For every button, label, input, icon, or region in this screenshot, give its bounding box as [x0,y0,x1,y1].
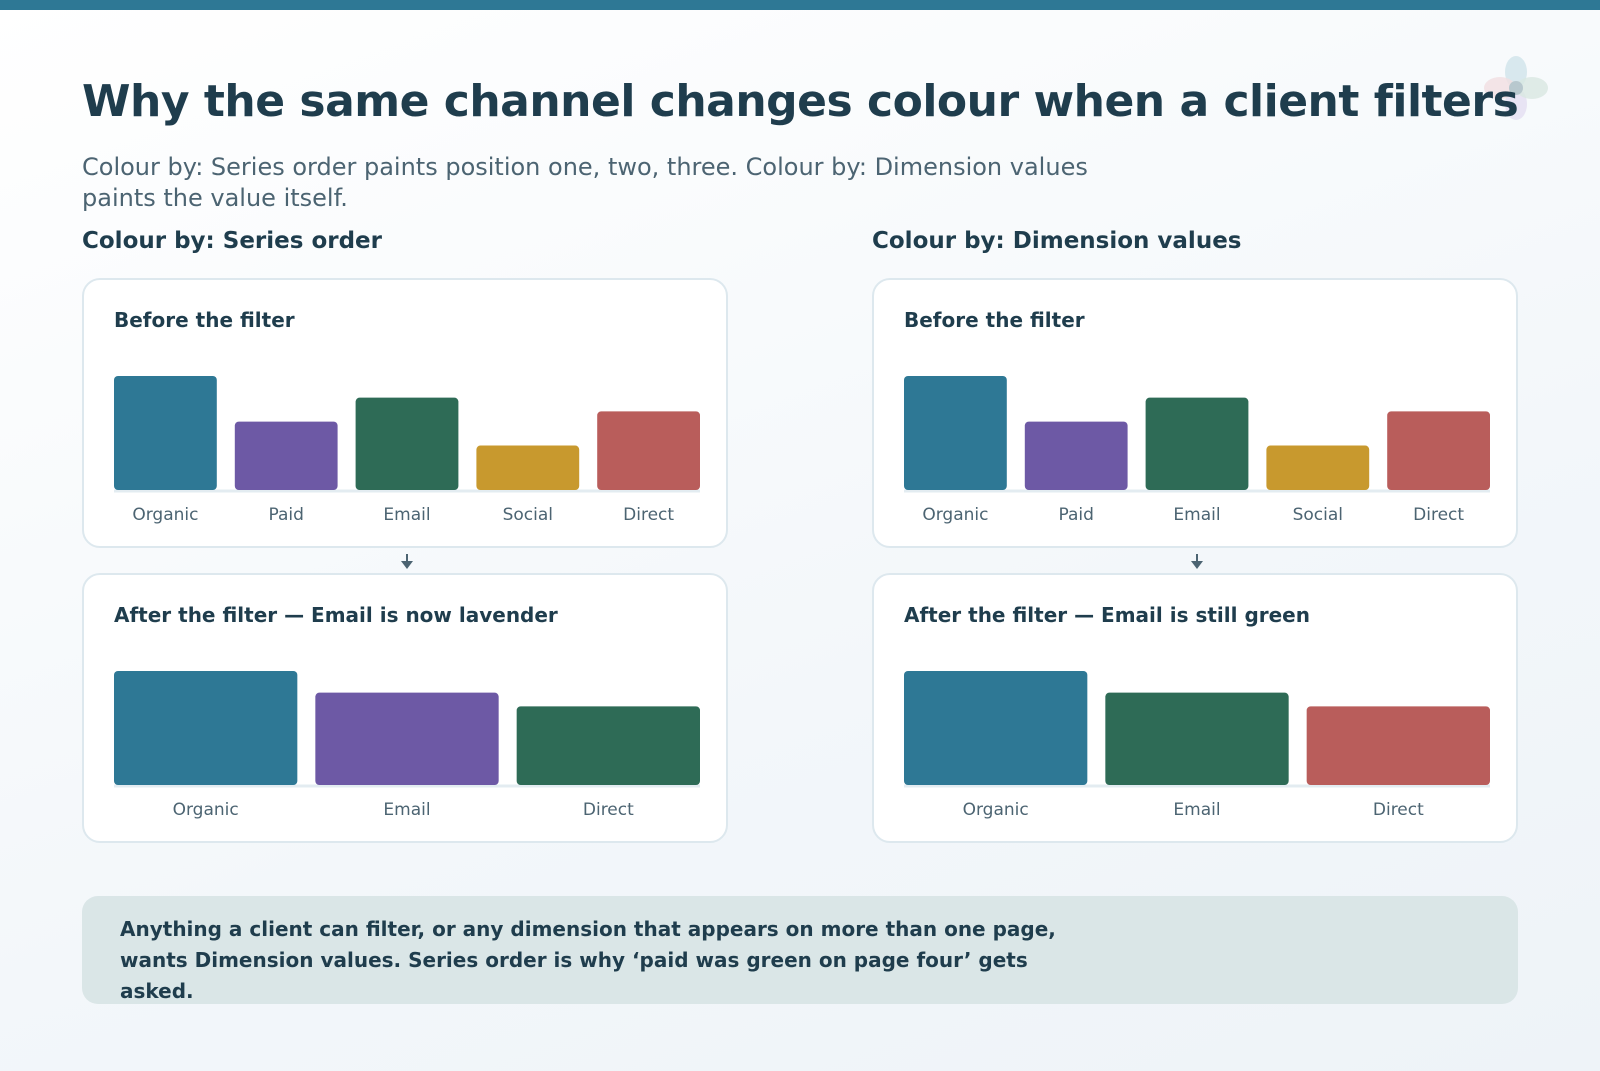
category-label: Email [1173,505,1220,525]
flower-logo-icon [1484,56,1548,120]
bar-chart: Organic Paid Email Social Direct [904,376,1490,525]
bar-chart: Organic Paid Email Social Direct [114,376,700,525]
bar-chart: Organic Email Direct [904,671,1490,820]
category-label: Organic [963,800,1029,820]
bar-paid [234,421,338,490]
category-label: Paid [268,505,303,525]
panel-title: Before the filter [904,308,1085,332]
panel-dimension-values-before: Before the filter Organic Paid Email Social… [872,278,1518,548]
arrow-down-icon [1191,554,1203,569]
category-label: Direct [1373,800,1424,820]
bar-organic [114,376,217,490]
callout-box: Anything a client can filter, or any dim… [82,896,1518,1004]
bar-social [476,445,580,490]
bar-organic [114,671,298,785]
category-label: Organic [173,800,239,820]
bar-email [1145,397,1249,490]
category-label: Organic [132,505,198,525]
category-label: Social [503,505,553,525]
bar-social [1266,445,1370,490]
bar-email [355,397,459,490]
panel-title: Before the filter [114,308,295,332]
bar-chart: Organic Email Direct [114,671,700,820]
category-label: Organic [922,505,988,525]
category-label: Direct [583,800,634,820]
panel-title: After the filter — Email is still green [904,603,1310,627]
category-label: Email [1173,800,1220,820]
category-label: Email [383,800,430,820]
column-heading-dimension-values: Colour by: Dimension values [872,228,1242,254]
bar-direct [516,706,700,785]
panel-dimension-values-after: After the filter — Email is still green … [872,573,1518,843]
column-heading-series-order: Colour by: Series order [82,228,382,254]
bar-direct [1306,706,1490,785]
bar-direct [597,411,700,490]
bar-paid [1024,421,1128,490]
page-subtitle: Colour by: Series order paints position … [82,153,1088,212]
panel-series-order-after: After the filter — Email is now lavender… [82,573,728,843]
arrow-down-icon [401,554,413,569]
category-label: Paid [1058,505,1093,525]
bar-organic [904,671,1088,785]
page-title: Why the same channel changes colour when… [82,76,1519,127]
bar-direct [1387,411,1490,490]
category-label: Email [383,505,430,525]
category-label: Direct [1413,505,1464,525]
panel-title: After the filter — Email is now lavender [114,603,558,627]
bar-organic [904,376,1007,490]
panel-series-order-before: Before the filter Organic Paid Email Social… [82,278,728,548]
bar-email [1105,692,1289,785]
top-accent-strip [0,0,1600,10]
category-label: Direct [623,505,674,525]
callout-text: Anything a client can filter, or any dim… [120,917,1056,1003]
category-label: Social [1293,505,1343,525]
bar-email [315,692,499,785]
